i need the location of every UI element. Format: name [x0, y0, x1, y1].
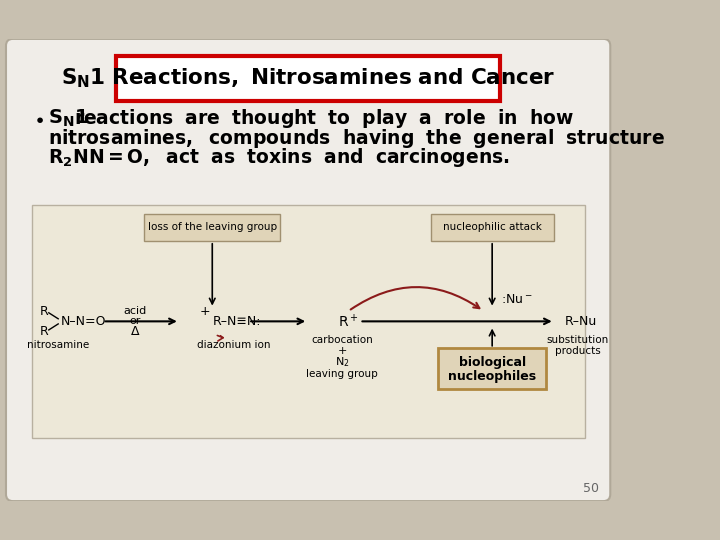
Text: acid: acid — [124, 306, 147, 316]
Text: products: products — [555, 346, 600, 356]
Text: Δ: Δ — [131, 325, 140, 338]
FancyBboxPatch shape — [144, 213, 280, 241]
Text: +: + — [200, 305, 211, 318]
FancyBboxPatch shape — [438, 348, 546, 389]
Text: R–N≡N:: R–N≡N: — [212, 315, 261, 328]
Text: diazonium ion: diazonium ion — [197, 340, 271, 350]
Text: leaving group: leaving group — [307, 369, 378, 379]
FancyBboxPatch shape — [431, 213, 554, 241]
Text: $\mathbf{S_N}$$\mathbf{1}$: $\mathbf{S_N}$$\mathbf{1}$ — [48, 108, 89, 129]
FancyBboxPatch shape — [32, 205, 585, 438]
Text: loss of the leaving group: loss of the leaving group — [148, 222, 276, 232]
Text: $\mathbf{reactions\ \ are\ \ thought\ \ to\ \ play\ \ a\ \ role\ \ in\ \ how}$: $\mathbf{reactions\ \ are\ \ thought\ \ … — [73, 107, 574, 130]
Text: R–Nu: R–Nu — [565, 315, 597, 328]
Text: nucleophilic attack: nucleophilic attack — [443, 222, 541, 232]
Text: $\mathbf{R_2NN{=}O,\ \ act\ \ as\ \ toxins\ \ and\ \ carcinogens.}$: $\mathbf{R_2NN{=}O,\ \ act\ \ as\ \ toxi… — [48, 146, 510, 170]
Text: $\mathbf{nitrosamines,\ \ compounds\ \ having\ \ the\ \ general\ \ structure}$: $\mathbf{nitrosamines,\ \ compounds\ \ h… — [48, 127, 665, 150]
Text: biological: biological — [459, 356, 526, 369]
FancyBboxPatch shape — [117, 56, 500, 100]
Text: substitution: substitution — [546, 335, 609, 345]
Text: $\bullet$: $\bullet$ — [32, 109, 43, 128]
Text: N–N=O: N–N=O — [60, 315, 107, 328]
Text: 50: 50 — [583, 482, 599, 495]
Text: or: or — [130, 316, 141, 326]
Text: R: R — [40, 305, 49, 318]
Text: :Nu$^-$: :Nu$^-$ — [500, 293, 532, 307]
Text: carbocation: carbocation — [312, 335, 373, 345]
Text: R: R — [40, 325, 49, 338]
Text: $\mathbf{S_N}$$\mathbf{1\ Reactions,\ Nitrosamines\ and\ Cancer}$: $\mathbf{S_N}$$\mathbf{1\ Reactions,\ Ni… — [61, 66, 555, 90]
Text: nucleophiles: nucleophiles — [448, 370, 536, 383]
Text: nitrosamine: nitrosamine — [27, 340, 89, 350]
Text: N$_2$: N$_2$ — [335, 355, 350, 369]
Text: R$^+$: R$^+$ — [338, 313, 359, 330]
FancyBboxPatch shape — [6, 39, 611, 501]
Text: +: + — [338, 346, 347, 356]
